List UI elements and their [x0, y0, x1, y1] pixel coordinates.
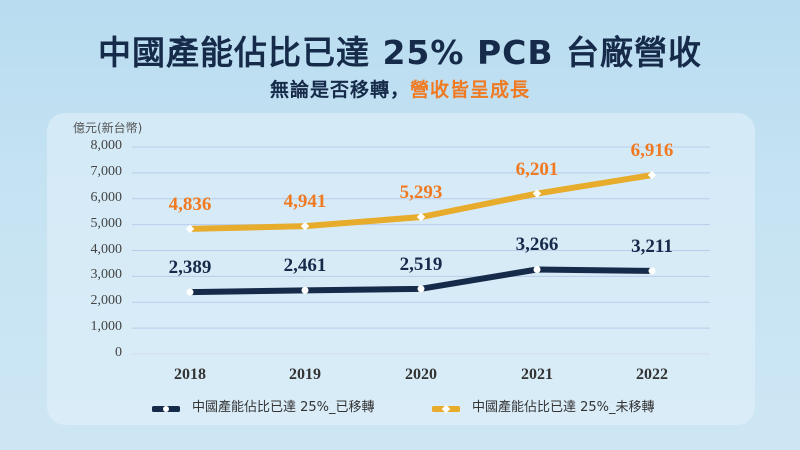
legend-swatch-gold-icon	[431, 402, 461, 413]
legend-label-transferred: 中國產能佔比已達 25%_已移轉	[192, 400, 375, 415]
legend-label-not-transferred: 中國產能佔比已達 25%_未移轉	[472, 400, 655, 415]
data-point-marker	[300, 221, 310, 231]
data-value-label: 3,211	[631, 235, 673, 257]
data-value-label: 2,519	[399, 253, 443, 275]
legend-item-transferred: 中國產能佔比已達 25%_已移轉	[151, 396, 375, 415]
x-tick-label: 2019	[289, 366, 321, 383]
data-point-marker	[301, 286, 309, 294]
data-point-marker	[648, 267, 656, 275]
data-value-label: 4,941	[283, 191, 327, 213]
legend-item-not-transferred: 中國產能佔比已達 25%_未移轉	[431, 396, 655, 415]
data-value-label: 2,389	[168, 257, 212, 279]
x-tick-label: 2022	[636, 366, 668, 383]
data-point-marker	[185, 224, 195, 234]
y-tick-label: 2,000	[90, 293, 123, 309]
y-tick-label: 5,000	[90, 215, 123, 231]
data-point-marker	[186, 288, 194, 296]
data-point-marker	[533, 265, 541, 273]
data-point-marker	[417, 285, 425, 293]
y-tick-label: 7,000	[90, 163, 123, 179]
y-tick-label: 8,000	[90, 138, 123, 153]
page-title: 中國產能佔比已達 25% PCB 台廠營收	[97, 33, 702, 72]
y-tick-label: 6,000	[90, 189, 123, 205]
y-tick-label: 3,000	[90, 267, 123, 283]
subtitle-main: 無論是否移轉，	[269, 79, 410, 101]
y-tick-label: 1,000	[90, 319, 123, 335]
page-subtitle: 無論是否移轉，營收皆呈成長	[0, 75, 800, 102]
y-tick-label: 4,000	[90, 241, 123, 257]
data-value-label: 6,201	[515, 158, 559, 180]
legend-swatch-navy-icon	[151, 402, 181, 412]
y-axis-unit-label: 億元(新台幣)	[73, 121, 143, 135]
data-value-label: 2,461	[283, 255, 327, 277]
y-tick-label: 0	[115, 345, 122, 360]
subtitle-highlight: 營收皆呈成長	[410, 79, 531, 101]
data-value-label: 6,916	[630, 140, 674, 162]
x-tick-label: 2020	[405, 366, 437, 383]
data-value-label: 3,266	[515, 234, 559, 256]
x-tick-label: 2021	[521, 366, 553, 383]
data-point-marker	[416, 212, 426, 222]
data-value-label: 4,836	[168, 193, 212, 215]
data-value-label: 5,293	[399, 182, 443, 204]
x-tick-label: 2018	[174, 366, 206, 383]
